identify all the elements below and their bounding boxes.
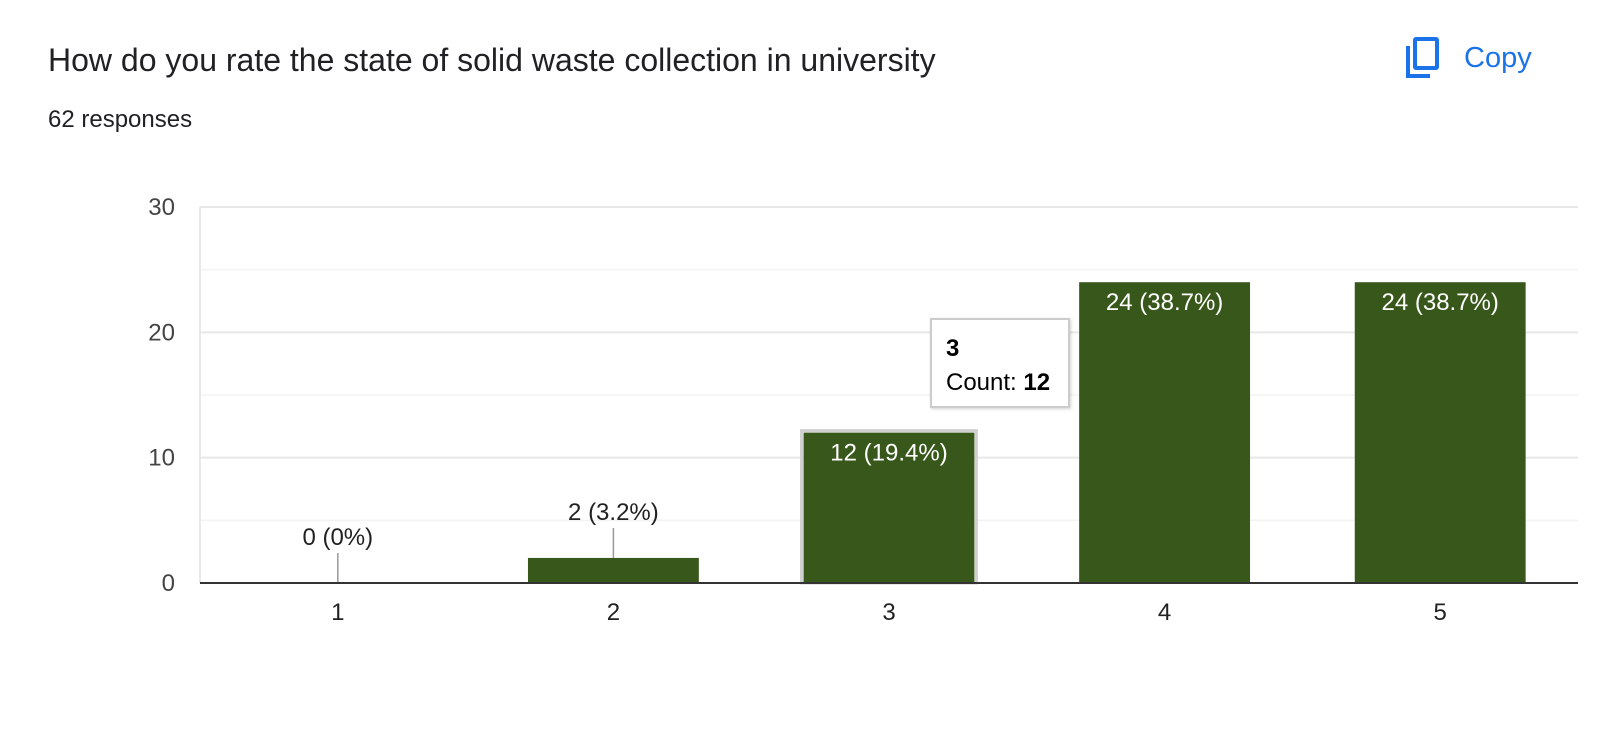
y-tick-label: 10	[148, 445, 175, 472]
x-tick-label: 1	[331, 599, 344, 626]
data-label: 12 (19.4%)	[830, 440, 947, 467]
bar-3	[803, 432, 975, 583]
tooltip-count-label: Count:	[946, 369, 1024, 396]
y-tick-label: 20	[148, 319, 175, 346]
x-tick-label: 2	[607, 599, 620, 626]
y-tick-label: 30	[148, 194, 175, 221]
data-label: 0 (0%)	[302, 524, 373, 551]
copy-button[interactable]: Copy	[1404, 34, 1532, 82]
question-title: How do you rate the state of solid waste…	[48, 42, 936, 78]
data-label: 24 (38.7%)	[1106, 289, 1223, 316]
bar-4	[1079, 282, 1251, 583]
copy-icon	[1406, 37, 1439, 78]
bar-2	[527, 557, 699, 583]
bar-5	[1354, 282, 1526, 583]
y-tick-label: 0	[162, 570, 175, 597]
x-tick-label: 3	[882, 599, 895, 626]
tooltip-count-row: Count: 12	[946, 366, 1068, 400]
data-label: 24 (38.7%)	[1381, 289, 1498, 316]
bar-tooltip: 3 Count: 12	[930, 318, 1070, 408]
data-label: 2 (3.2%)	[568, 499, 659, 526]
tooltip-count-value: 12	[1023, 369, 1051, 396]
response-count: 62 responses	[48, 106, 193, 133]
x-tick-label: 4	[1158, 599, 1171, 626]
copy-label: Copy	[1464, 42, 1532, 74]
tooltip-category: 3	[946, 335, 960, 362]
x-tick-label: 5	[1434, 599, 1447, 626]
